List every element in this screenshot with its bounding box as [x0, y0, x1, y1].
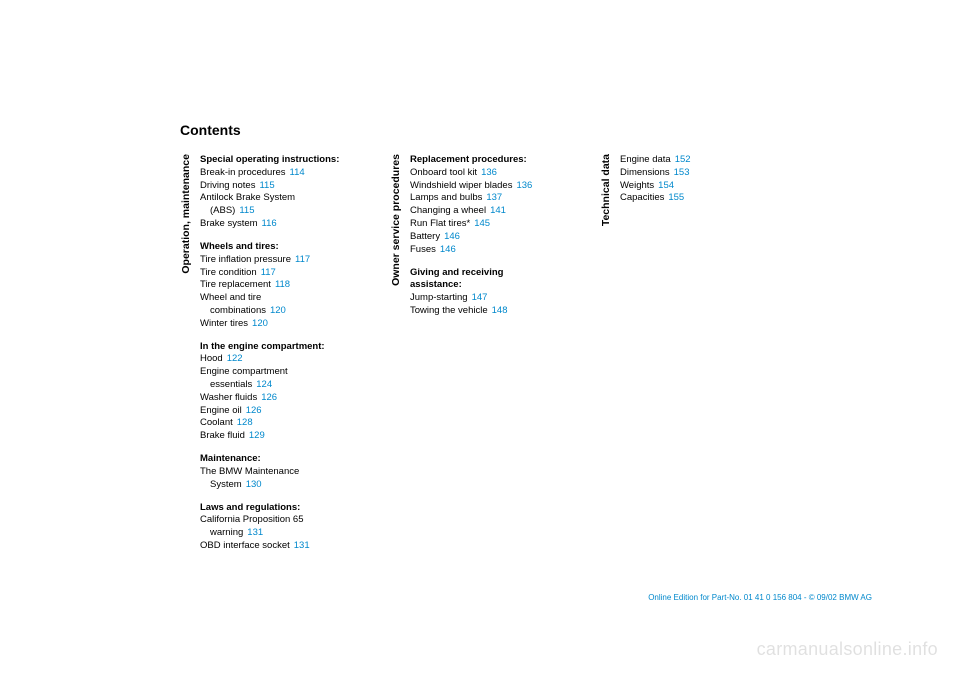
section-head: In the engine compartment: — [200, 341, 339, 354]
toc-entry: Towing the vehicle148 — [410, 305, 532, 318]
toc-entry: Tire condition117 — [200, 267, 339, 280]
page-number: 145 — [474, 218, 490, 229]
toc-column-3: Technical data Engine data152 Dimensions… — [600, 154, 800, 553]
column-entries: Replacement procedures: Onboard tool kit… — [410, 154, 532, 318]
toc-column-2: Owner service procedures Replacement pro… — [390, 154, 600, 553]
page-number: 126 — [246, 405, 262, 416]
toc-entry: Antilock Brake System — [200, 192, 339, 205]
toc-entry: California Proposition 65 — [200, 514, 339, 527]
toc-entry: Engine data152 — [620, 154, 691, 167]
page-number: 117 — [261, 267, 276, 278]
page-number: 137 — [486, 192, 502, 203]
page-number: 114 — [290, 167, 305, 178]
toc-entry: Tire inflation pressure117 — [200, 254, 339, 267]
page-number: 124 — [256, 379, 272, 390]
toc-entry: Capacities155 — [620, 192, 691, 205]
footer-text: Online Edition for Part-No. 01 41 0 156 … — [648, 593, 872, 602]
toc-entry: Brake fluid129 — [200, 430, 339, 443]
page-number: 120 — [270, 305, 286, 316]
toc-entry: Lamps and bulbs137 — [410, 192, 532, 205]
page-number: 153 — [674, 167, 690, 178]
column-label: Technical data — [600, 154, 612, 226]
toc-entry: Dimensions153 — [620, 167, 691, 180]
toc-columns: Operation, maintenance Special operating… — [180, 154, 880, 553]
toc-entry: Hood122 — [200, 353, 339, 366]
section-head: assistance: — [410, 279, 532, 292]
page-number: 120 — [252, 318, 268, 329]
page-number: 116 — [262, 218, 277, 229]
column-entries: Special operating instructions: Break-in… — [200, 154, 339, 553]
toc-entry: Windshield wiper blades136 — [410, 180, 532, 193]
toc-entry: Changing a wheel141 — [410, 205, 532, 218]
section-head: Wheels and tires: — [200, 241, 339, 254]
page-title: Contents — [180, 122, 880, 138]
page-number: 115 — [239, 205, 254, 216]
toc-entry-cont: (ABS)115 — [200, 205, 339, 218]
page-number: 118 — [275, 279, 290, 290]
page-number: 136 — [516, 180, 532, 191]
page-number: 130 — [246, 479, 262, 490]
toc-entry: Driving notes115 — [200, 180, 339, 193]
toc-entry: Winter tires120 — [200, 318, 339, 331]
toc-entry-cont: System130 — [200, 479, 339, 492]
column-entries: Engine data152 Dimensions153 Weights154 … — [620, 154, 691, 205]
toc-entry-cont: essentials124 — [200, 379, 339, 392]
page-number: 126 — [261, 392, 277, 403]
toc-entry: Break-in procedures114 — [200, 167, 339, 180]
toc-entry: Fuses146 — [410, 244, 532, 257]
page-number: 141 — [490, 205, 506, 216]
watermark-text: carmanualsonline.info — [757, 639, 938, 660]
section-head: Replacement procedures: — [410, 154, 532, 167]
toc-entry: Tire replacement118 — [200, 279, 339, 292]
page-number: 131 — [247, 527, 263, 538]
toc-entry: Engine compartment — [200, 366, 339, 379]
page-number: 128 — [237, 417, 253, 428]
toc-entry: Battery146 — [410, 231, 532, 244]
page-content: Contents Operation, maintenance Special … — [180, 122, 880, 618]
toc-entry: Coolant128 — [200, 417, 339, 430]
column-label: Owner service procedures — [390, 154, 402, 286]
toc-entry: Weights154 — [620, 180, 691, 193]
page-number: 148 — [492, 305, 508, 316]
toc-entry: Jump-starting147 — [410, 292, 532, 305]
page-number: 129 — [249, 430, 265, 441]
toc-entry: Brake system116 — [200, 218, 339, 231]
toc-entry: Onboard tool kit136 — [410, 167, 532, 180]
section-head: Special operating instructions: — [200, 154, 339, 167]
column-label: Operation, maintenance — [180, 154, 192, 274]
section-head: Laws and regulations: — [200, 502, 339, 515]
page-number: 136 — [481, 167, 497, 178]
page-number: 146 — [440, 244, 456, 255]
page-number: 155 — [668, 192, 684, 203]
page-number: 122 — [227, 353, 243, 364]
toc-column-1: Operation, maintenance Special operating… — [180, 154, 390, 553]
toc-entry-cont: warning131 — [200, 527, 339, 540]
page-number: 115 — [259, 180, 274, 191]
toc-entry: The BMW Maintenance — [200, 466, 339, 479]
page-number: 117 — [295, 254, 310, 265]
toc-entry-cont: combinations120 — [200, 305, 339, 318]
toc-entry: Wheel and tire — [200, 292, 339, 305]
page-number: 152 — [675, 154, 691, 165]
section-head: Maintenance: — [200, 453, 339, 466]
page-number: 154 — [658, 180, 674, 191]
toc-entry: Washer fluids126 — [200, 392, 339, 405]
page-number: 131 — [294, 540, 310, 551]
page-number: 147 — [472, 292, 488, 303]
page-number: 146 — [444, 231, 460, 242]
toc-entry: Engine oil126 — [200, 405, 339, 418]
section-head: Giving and receiving — [410, 267, 532, 280]
toc-entry: OBD interface socket131 — [200, 540, 339, 553]
toc-entry: Run Flat tires*145 — [410, 218, 532, 231]
